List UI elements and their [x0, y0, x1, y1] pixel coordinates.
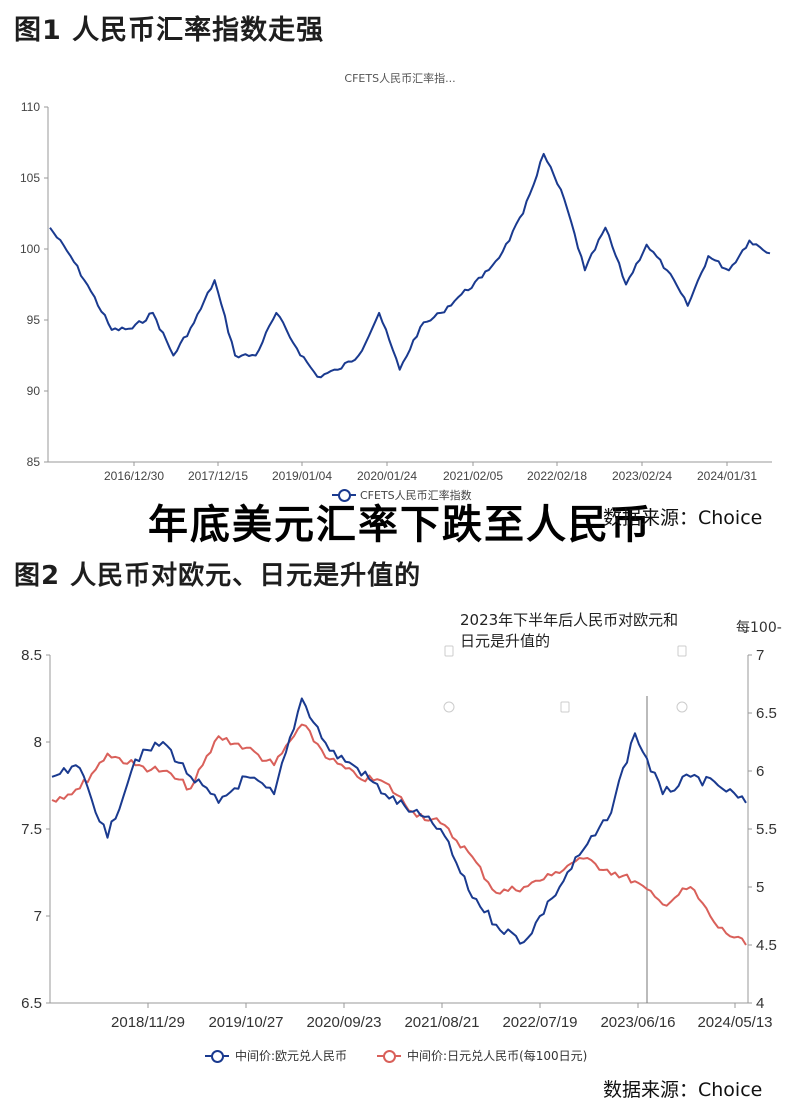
- legend-label-eur: 中间价:欧元兑人民币: [235, 1049, 348, 1063]
- legend-label-jpy: 中间价:日元兑人民币(每100日元): [407, 1049, 588, 1063]
- chart1-legend[interactable]: CFETS人民币汇率指数: [332, 487, 472, 503]
- figure2-title: 图2 人民币对欧元、日元是升值的: [14, 561, 422, 591]
- svg-text:7: 7: [756, 647, 764, 664]
- svg-text:5: 5: [756, 879, 764, 896]
- overlay-headline: 年底美元汇率下跌至人民币: [148, 502, 652, 548]
- svg-text:2017/12/15: 2017/12/15: [188, 469, 248, 483]
- svg-text:2018/11/29: 2018/11/29: [111, 1014, 185, 1031]
- svg-text:100: 100: [20, 242, 40, 256]
- right-axis-unit: 每100-: [736, 620, 782, 636]
- svg-text:105: 105: [20, 171, 40, 185]
- svg-text:95: 95: [27, 313, 41, 327]
- svg-text:2023/06/16: 2023/06/16: [600, 1014, 675, 1031]
- svg-text:2024/05/13: 2024/05/13: [697, 1014, 772, 1031]
- legend-line-marker-icon: [205, 1049, 229, 1063]
- source-label: 数据来源：Choice: [603, 1079, 763, 1101]
- svg-text:90: 90: [27, 384, 41, 398]
- svg-text:8: 8: [34, 734, 42, 751]
- svg-text:6.5: 6.5: [756, 705, 777, 722]
- chart2-annotation: 2023年下半年后人民币对欧元和日元是升值的: [460, 611, 679, 650]
- svg-text:2016/12/30: 2016/12/30: [104, 469, 164, 483]
- svg-text:4: 4: [756, 995, 764, 1012]
- svg-text:2019/01/04: 2019/01/04: [272, 469, 332, 483]
- svg-text:4.5: 4.5: [756, 937, 777, 954]
- source-label: 数据来源：Choice: [603, 507, 763, 529]
- svg-text:2022/02/18: 2022/02/18: [527, 469, 587, 483]
- svg-text:8.5: 8.5: [21, 647, 42, 664]
- svg-text:2021/02/05: 2021/02/05: [443, 469, 503, 483]
- svg-text:7.5: 7.5: [21, 821, 42, 838]
- figure1-title: 图1 人民币汇率指数走强: [14, 15, 325, 46]
- svg-text:2020/09/23: 2020/09/23: [306, 1014, 381, 1031]
- svg-text:5.5: 5.5: [756, 821, 777, 838]
- legend-line-marker-icon: [332, 489, 356, 502]
- chart1-plot: 85 90 95 100 105 110 2016/12/30 2017/12/15 2019/…: [20, 100, 772, 483]
- chart1-subtitle: CFETS人民币汇率指...: [344, 72, 456, 85]
- svg-text:2021/08/21: 2021/08/21: [404, 1014, 479, 1031]
- legend-line-marker-icon: [377, 1049, 402, 1063]
- svg-text:2022/07/19: 2022/07/19: [502, 1014, 577, 1031]
- svg-text:85: 85: [27, 455, 41, 469]
- svg-text:6.5: 6.5: [21, 995, 42, 1012]
- svg-text:2024/01/31: 2024/01/31: [697, 469, 757, 483]
- svg-text:2023/02/24: 2023/02/24: [612, 469, 672, 483]
- svg-text:2019/10/27: 2019/10/27: [208, 1014, 283, 1031]
- svg-text:110: 110: [21, 100, 40, 114]
- svg-text:2020/01/24: 2020/01/24: [357, 469, 417, 483]
- svg-text:6: 6: [756, 763, 764, 780]
- svg-text:7: 7: [34, 908, 42, 925]
- legend-label: CFETS人民币汇率指数: [360, 489, 472, 502]
- chart2-legend[interactable]: 中间价:欧元兑人民币 中间价:日元兑人民币(每100日元): [205, 1047, 587, 1064]
